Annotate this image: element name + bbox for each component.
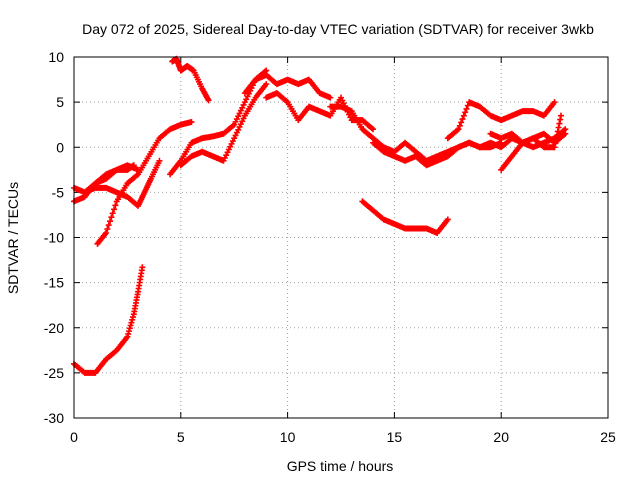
data-point: [370, 126, 377, 133]
y-tick-label: -5: [52, 184, 65, 200]
data-point: [458, 119, 465, 126]
y-tick-label: -15: [44, 275, 64, 291]
data-point: [103, 229, 110, 236]
data-point: [455, 126, 462, 133]
data-point: [107, 218, 114, 225]
data-point: [128, 319, 135, 326]
data-point: [558, 112, 565, 119]
data-point: [112, 202, 119, 209]
data-point: [456, 122, 463, 129]
data-point: [111, 206, 118, 213]
series-track-d: [81, 157, 163, 209]
x-tick-label: 10: [280, 429, 296, 445]
series-track-l: [359, 198, 451, 236]
chart-title: Day 072 of 2025, Sidereal Day-to-day VTE…: [82, 21, 594, 37]
y-axis-label: SDTVAR / TECUs: [5, 182, 21, 294]
series-track-i: [241, 72, 334, 101]
data-point: [125, 330, 132, 337]
data-point: [444, 216, 451, 223]
data-point: [462, 109, 469, 116]
x-tick-label: 25: [600, 429, 616, 445]
data-point: [463, 105, 470, 112]
data-point: [139, 264, 146, 271]
data-point: [124, 333, 131, 340]
data-point: [108, 214, 115, 221]
data-point: [127, 322, 134, 329]
data-point: [562, 130, 569, 137]
x-tick-label: 5: [177, 429, 185, 445]
data-point: [263, 81, 270, 88]
data-point: [554, 132, 561, 139]
data-point: [126, 325, 133, 332]
plot-frame: [73, 56, 609, 419]
data-point: [109, 210, 116, 217]
y-tick-label: -20: [44, 320, 64, 336]
data-point: [557, 116, 564, 123]
data-point: [460, 112, 467, 119]
series-track-q: [487, 130, 569, 146]
data-point: [188, 118, 195, 125]
x-tick-label: 20: [493, 429, 509, 445]
series-track-g: [169, 55, 212, 104]
y-tick-label: -30: [44, 410, 64, 426]
axis-ticks: 0 5 10 15 20 25 -30 -25 -20 -15 -10 -5 0 5 10: [44, 49, 616, 445]
x-axis-label: GPS time / hours: [287, 458, 394, 474]
data-point: [104, 226, 111, 233]
x-tick-label: 15: [387, 429, 403, 445]
y-tick-label: -25: [44, 365, 64, 381]
data-point: [205, 97, 212, 104]
y-tick-label: 0: [56, 139, 64, 155]
y-tick-label: 5: [56, 94, 64, 110]
data-point: [554, 128, 561, 135]
y-tick-label: -10: [44, 230, 64, 246]
data-point: [327, 94, 334, 101]
grid: [74, 57, 608, 418]
y-tick-label: 10: [48, 49, 64, 65]
data-point: [156, 157, 163, 164]
data-point: [555, 124, 562, 131]
data-point: [129, 316, 136, 323]
series-track-n: [444, 99, 558, 142]
data-points: [71, 55, 569, 376]
x-tick-label: 0: [70, 429, 78, 445]
data-point: [551, 99, 558, 106]
data-point: [105, 222, 112, 229]
data-point: [556, 120, 563, 127]
series-track-h: [177, 81, 270, 169]
data-point: [130, 314, 137, 321]
data-point: [459, 116, 466, 123]
data-point: [126, 328, 133, 335]
series-track-e: [94, 118, 195, 247]
series-track-a: [71, 264, 146, 376]
